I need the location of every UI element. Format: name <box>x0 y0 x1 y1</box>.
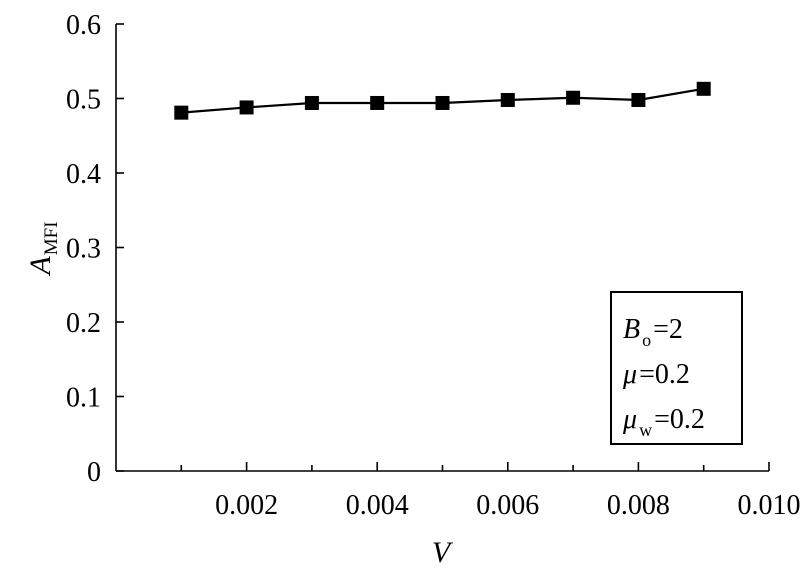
data-series <box>174 81 711 120</box>
y-axis-label: AMFI <box>24 221 62 276</box>
y-tick-label: 0.2 <box>66 308 101 339</box>
x-tick-label: 0.008 <box>607 490 670 521</box>
y-tick-label: 0.6 <box>66 10 101 41</box>
x-tick-label: 0.006 <box>476 490 539 521</box>
x-tick-label: 0.002 <box>215 490 278 521</box>
data-point-marker <box>631 92 646 107</box>
parameter-line: μ w=0.2 <box>622 404 705 440</box>
x-axis-ticks: 0.002 0.004 0.006 0.008 0.010 <box>180 462 801 521</box>
data-point-marker <box>370 95 385 110</box>
y-tick-label: 0 <box>87 457 101 488</box>
parameter-line: μ=0.2 <box>622 359 690 390</box>
x-tick-label: 0.004 <box>346 490 409 521</box>
data-point-marker <box>174 105 189 120</box>
parameter-box-frame <box>610 291 743 445</box>
x-tick-label: 0.010 <box>738 490 801 521</box>
data-point-marker <box>696 81 711 96</box>
y-tick-label: 0.1 <box>66 383 101 414</box>
data-point-marker <box>566 90 581 105</box>
y-axis-label-base: A <box>24 256 57 277</box>
data-point-marker <box>435 95 450 110</box>
y-axis-label-sub: MFI <box>41 221 62 255</box>
data-point-marker <box>304 95 319 110</box>
x-axis-label: V <box>432 536 454 569</box>
data-point-marker <box>239 100 254 115</box>
y-tick-label: 0.5 <box>66 85 101 116</box>
y-axis-ticks: 0 0.1 0.2 0.3 0.4 0.5 0.6 <box>66 10 124 488</box>
y-tick-label: 0.4 <box>66 159 101 190</box>
data-point-marker <box>500 92 515 107</box>
y-tick-label: 0.3 <box>66 234 101 265</box>
